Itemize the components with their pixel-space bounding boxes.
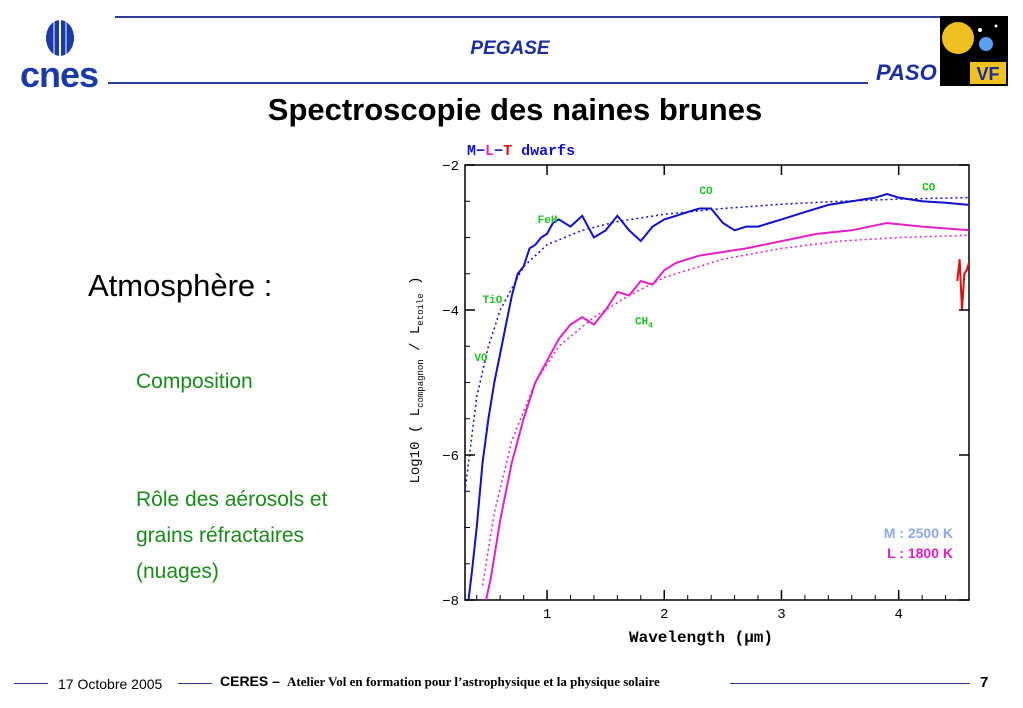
legend-entry: L : 1800 K	[887, 545, 953, 561]
chart-title-part: M	[467, 143, 476, 160]
header-top-line	[115, 16, 940, 18]
x-tick-label: 2	[660, 607, 668, 623]
y-tick-label: −2	[442, 159, 459, 175]
y-label-part: )	[408, 276, 424, 293]
chart-title-part: −	[494, 143, 503, 160]
y-label-part: Log10 ( L	[408, 408, 424, 484]
y-label-sub: etoile	[416, 293, 426, 325]
series-l	[485, 221, 970, 601]
x-tick-label: 3	[777, 607, 785, 623]
bullet-line: grains réfractaires	[136, 524, 305, 547]
annotation-label: CH4	[635, 317, 653, 331]
y-label-part: / L	[408, 326, 424, 360]
series-m-fit	[464, 196, 970, 492]
chart-title-part: −	[476, 143, 485, 160]
bullet-aerosols: Rôle des aérosols et grains réfractaires…	[136, 482, 327, 590]
y-axis-label: Log10 ( Lcompagnon / Letoile )	[408, 276, 426, 483]
footer-line-right	[730, 683, 970, 684]
annotation-label: VO	[474, 353, 488, 365]
x-tick-label: 4	[894, 607, 902, 623]
footer-line-mid	[178, 683, 212, 684]
x-axis-label: Wavelength (μm)	[629, 629, 773, 647]
series-l-fit	[481, 234, 970, 586]
y-tick-label: −4	[442, 304, 459, 320]
y-tick-label: −6	[442, 449, 459, 465]
chart-title: M−L−T dwarfs	[467, 143, 575, 160]
plot-annotations: CO CO FeH TiO CH4 VO	[474, 182, 935, 364]
annotation-label: TiO	[483, 295, 503, 307]
chart-title-part: L	[485, 143, 494, 160]
chart-title-part: T	[503, 143, 521, 160]
paso-logo-text: PASO	[876, 60, 937, 85]
annotation-label: CO	[922, 182, 936, 194]
chart-title-part: dwarfs	[521, 143, 575, 160]
paso-vf-logo-icon: VF	[940, 16, 1008, 86]
plot-ticks: 1 2 3 4 −2 −4 −6 −8	[442, 159, 969, 623]
footer-line-left	[14, 683, 48, 684]
annotation-label: CO	[699, 186, 713, 198]
legend-entry: M : 2500 K	[884, 525, 953, 541]
footer-description: Atelier Vol en formation pour l’astrophy…	[287, 674, 660, 689]
y-label-sub: compagnon	[416, 359, 426, 408]
vf-badge-text: VF	[976, 64, 999, 84]
bullet-composition: Composition	[136, 370, 253, 393]
chart-legend: M : 2500 K L : 1800 K	[884, 525, 953, 561]
annotation-label: FeH	[538, 215, 558, 227]
page-number: 7	[980, 674, 989, 691]
cnes-logo-icon	[46, 14, 74, 58]
footer-event: CERES –	[220, 673, 280, 689]
bullet-line: (nuages)	[136, 560, 219, 583]
plot-series	[464, 192, 970, 601]
project-title: PEGASE	[470, 38, 550, 59]
bullet-line: Rôle des aérosols et	[136, 488, 328, 511]
series-m	[467, 192, 970, 601]
cnes-logo-text: cnes	[20, 54, 99, 95]
header-bottom-line	[108, 82, 868, 84]
section-heading: Atmosphère :	[88, 268, 273, 303]
annotation-subscript: 4	[648, 322, 653, 331]
footer-date: 17 Octobre 2005	[58, 676, 163, 692]
x-tick-label: 1	[543, 607, 551, 623]
y-tick-label: −8	[442, 594, 459, 610]
series-t	[956, 259, 970, 311]
slide-title: Spectroscopie des naines brunes	[267, 92, 763, 127]
